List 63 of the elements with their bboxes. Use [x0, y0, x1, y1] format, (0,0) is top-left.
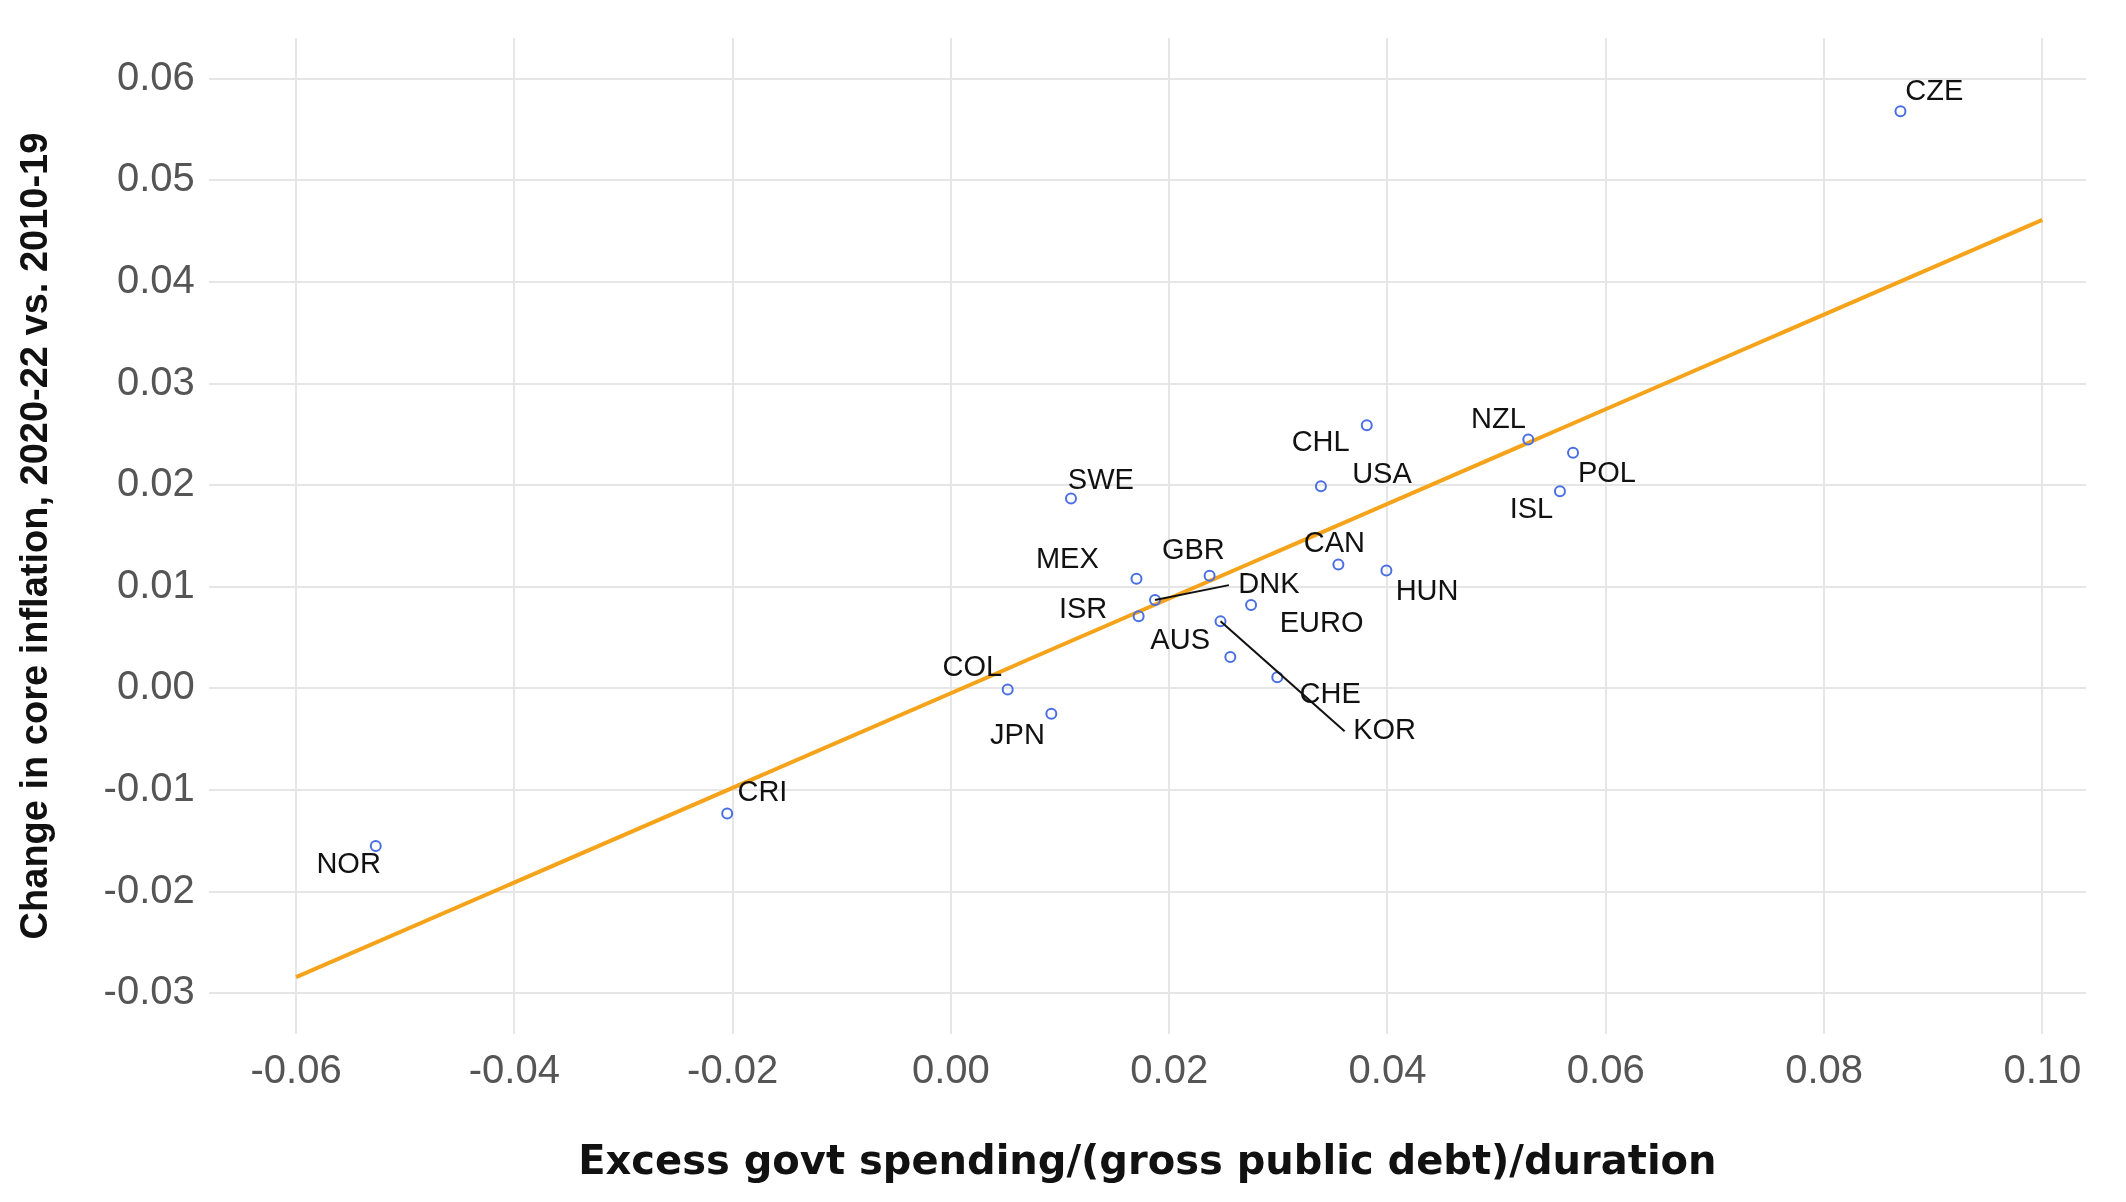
annotation: NOR	[316, 846, 381, 879]
point	[1332, 558, 1345, 571]
annotation: EURO	[1279, 606, 1364, 639]
point	[1130, 572, 1143, 585]
y-tick-label: -0.01	[103, 765, 195, 810]
x-tick-label: 0.04	[1348, 1047, 1427, 1092]
point	[1224, 650, 1237, 663]
point	[721, 807, 734, 820]
point	[369, 839, 382, 852]
annotation: AUS	[1150, 622, 1210, 655]
point	[1001, 683, 1014, 696]
x-tick-label: -0.04	[468, 1047, 560, 1092]
point	[1203, 569, 1216, 582]
point	[1214, 615, 1227, 628]
x-tick-label: 0.08	[1785, 1047, 1863, 1092]
annotation: CAN	[1303, 526, 1365, 559]
annotation: KOR	[1353, 713, 1417, 746]
point	[1045, 707, 1058, 720]
x-tick-label: 0.10	[2003, 1047, 2082, 1092]
y-tick-label: 0.01	[116, 561, 195, 606]
x-tick-label: 0.06	[1566, 1047, 1645, 1092]
annotation: CHE	[1299, 676, 1361, 709]
y-tick-label: -0.03	[103, 968, 195, 1013]
annotation: POL	[1577, 456, 1636, 489]
annotation: DNK	[1238, 567, 1301, 600]
point	[1522, 433, 1535, 446]
y-tick-label: 0.02	[116, 460, 195, 505]
annotation: JPN	[990, 717, 1045, 750]
annotation: COL	[942, 649, 1003, 682]
x-axis-title: Excess govt spending/(gross public debt)/duration	[578, 1137, 1717, 1184]
x-tick-label: -0.02	[687, 1047, 779, 1092]
point	[1245, 599, 1258, 612]
point	[1360, 419, 1373, 432]
annotation: MEX	[1035, 541, 1099, 574]
x-tick-label: 0.02	[1130, 1047, 1209, 1092]
point	[1567, 446, 1580, 459]
annotation: ISL	[1509, 492, 1554, 525]
x-tick-label: 0.00	[912, 1047, 990, 1092]
annotation: GBR	[1161, 533, 1225, 566]
annotation: CHL	[1291, 424, 1350, 457]
point	[1894, 105, 1907, 118]
point	[1271, 671, 1284, 684]
point	[1132, 610, 1145, 623]
annotation: SWE	[1067, 462, 1134, 495]
y-tick-label: -0.02	[103, 866, 195, 911]
annotation: CZE	[1905, 74, 1964, 107]
x-tick-label: -0.06	[250, 1047, 342, 1092]
point	[1064, 492, 1077, 505]
y-tick-label: 0.00	[116, 663, 195, 708]
point	[1314, 480, 1327, 493]
annotation: USA	[1352, 457, 1413, 490]
y-tick-label: 0.06	[116, 53, 195, 98]
annotation: NZL	[1471, 402, 1526, 435]
point	[1553, 485, 1566, 498]
y-tick-label: 0.04	[116, 256, 195, 301]
y-axis-title: Change in core inflation, 2020-22 vs. 2010-19	[13, 132, 56, 940]
point	[1149, 594, 1162, 607]
point	[1380, 564, 1393, 577]
y-tick-label: 0.05	[116, 155, 195, 200]
annotation: CRI	[737, 775, 788, 808]
y-tick-label: 0.03	[116, 358, 195, 403]
annotation: ISR	[1058, 591, 1108, 624]
annotation: HUN	[1395, 574, 1459, 607]
